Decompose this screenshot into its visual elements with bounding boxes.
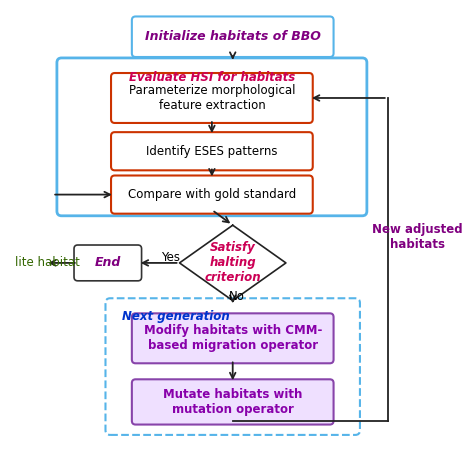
Text: Initialize habitats of BBO: Initialize habitats of BBO [145,30,320,43]
Text: Parameterize morphological
feature extraction: Parameterize morphological feature extra… [128,84,295,112]
FancyBboxPatch shape [106,298,360,435]
FancyBboxPatch shape [111,73,313,123]
Text: No: No [228,291,245,303]
Text: Identify ESES patterns: Identify ESES patterns [146,145,278,158]
Text: Yes: Yes [161,251,180,264]
Text: Compare with gold standard: Compare with gold standard [128,188,296,201]
Text: lite habitat: lite habitat [15,256,80,269]
FancyBboxPatch shape [132,313,334,363]
Text: End: End [95,256,121,269]
Text: Mutate habitats with
mutation operator: Mutate habitats with mutation operator [163,388,302,416]
Text: Satisfy
halting
criterion: Satisfy halting criterion [204,241,261,284]
FancyBboxPatch shape [132,379,334,425]
Text: New adjusted
habitats: New adjusted habitats [373,223,463,251]
FancyBboxPatch shape [111,175,313,214]
FancyBboxPatch shape [57,58,367,216]
FancyBboxPatch shape [111,132,313,170]
Text: Modify habitats with CMM-
based migration operator: Modify habitats with CMM- based migratio… [144,324,322,352]
FancyBboxPatch shape [132,17,334,57]
Text: Evaluate HSI for habitats: Evaluate HSI for habitats [129,71,295,84]
Text: Next generation: Next generation [122,310,229,323]
FancyBboxPatch shape [74,245,142,281]
